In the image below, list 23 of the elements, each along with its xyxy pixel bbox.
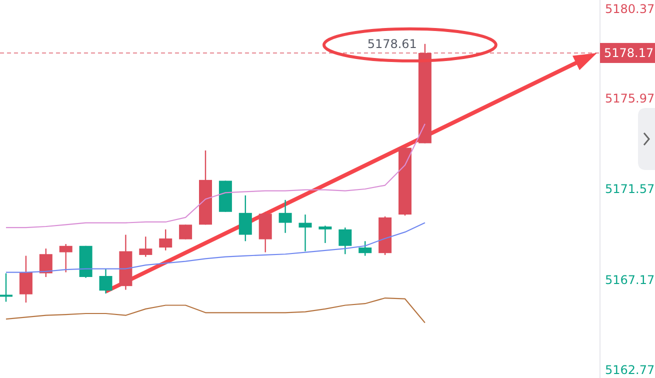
candlestick — [179, 224, 192, 240]
y-tick-label: 5175.97 — [605, 92, 655, 106]
line-series — [5, 297, 426, 324]
candlestick — [99, 268, 112, 294]
candlestick — [139, 236, 152, 258]
candlestick — [159, 228, 172, 252]
y-tick-label: 5162.77 — [605, 363, 655, 378]
candlestick — [19, 255, 32, 304]
candlestick — [318, 225, 332, 244]
candlestick — [59, 243, 72, 273]
candlestick — [358, 240, 372, 256]
candlestick — [338, 226, 352, 255]
candlestick — [39, 248, 52, 278]
candlestick — [238, 194, 252, 242]
y-tick-label: 5167.17 — [605, 272, 655, 287]
candlestick — [278, 199, 292, 234]
line-series — [5, 123, 426, 228]
y-tick-label: 5180.37 — [605, 2, 655, 16]
ref-line-label: 5178.17 — [604, 46, 654, 60]
y-tick-label: 5171.57 — [605, 182, 655, 196]
annotation: 5178.61 — [367, 37, 417, 52]
candlestick — [298, 214, 312, 252]
candlestick — [0, 272, 12, 302]
